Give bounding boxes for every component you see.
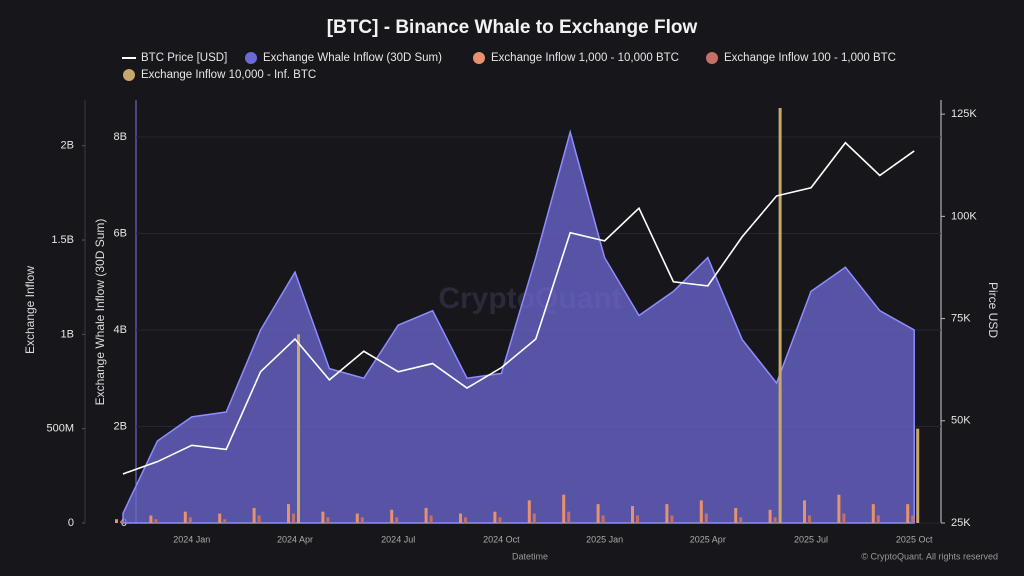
bar	[326, 517, 330, 523]
bar	[321, 511, 325, 523]
legend-label: Exchange Whale Inflow (30D Sum)	[263, 52, 442, 64]
y2-tick-label: 75K	[951, 312, 971, 324]
chart-title: [BTC] - Binance Whale to Exchange Flow	[327, 17, 698, 38]
bar	[699, 500, 703, 523]
bar	[803, 500, 806, 523]
bar	[739, 517, 743, 523]
price-line	[122, 141, 915, 475]
x-axis-title: Datetime	[512, 551, 548, 561]
x-tick-label: 2025 Jan	[586, 534, 623, 544]
y2-tick-label: 50K	[951, 415, 971, 427]
x-tick-label: 2024 Apr	[277, 534, 313, 544]
bar	[631, 506, 634, 523]
y-tick-label: 1B	[61, 328, 74, 340]
y-inner-axis-title: Exchange Whale Inflow (30D Sum)	[93, 219, 107, 406]
x-tick-label: 2025 Apr	[690, 534, 726, 544]
bar	[498, 517, 502, 523]
bar	[916, 428, 920, 523]
bar	[670, 515, 674, 523]
bar	[808, 515, 811, 523]
bar	[429, 515, 433, 523]
bar	[292, 513, 295, 523]
x-tick-label: 2024 Oct	[483, 534, 520, 544]
bar	[120, 521, 123, 523]
legend-label: Exchange Inflow 10,000 - Inf. BTC	[141, 69, 316, 81]
bar	[906, 504, 910, 523]
y2-tick-label: 25K	[951, 517, 971, 529]
bar	[218, 513, 222, 523]
bar	[596, 504, 600, 523]
bar	[395, 517, 399, 523]
legend-swatch	[123, 69, 135, 81]
credit: © CryptoQuant. All rights reserved	[861, 551, 998, 561]
legend-swatch	[473, 52, 485, 64]
bar	[223, 519, 227, 523]
area	[122, 129, 915, 524]
legend-label: BTC Price [USD]	[141, 52, 227, 64]
bar	[871, 504, 875, 523]
bar	[665, 504, 669, 523]
y2-axis-title: Pirce USD	[986, 282, 1000, 338]
bar	[355, 513, 359, 523]
bar	[601, 515, 605, 523]
y-tick-label: 500M	[46, 423, 74, 435]
bar	[297, 334, 300, 523]
x-tick-label: 2025 Oct	[896, 534, 933, 544]
bar	[636, 515, 639, 523]
y-tick-label: 0	[68, 517, 74, 529]
y-inner-tick-label: 6B	[114, 227, 127, 239]
y-tick-label: 1.5B	[51, 234, 74, 246]
bar	[734, 507, 738, 523]
legend-swatch	[706, 52, 718, 64]
bar	[360, 517, 364, 523]
bar	[424, 507, 428, 523]
bar	[149, 515, 153, 523]
bar	[562, 494, 566, 523]
bar	[464, 517, 467, 523]
bar	[115, 519, 118, 523]
bar	[532, 513, 536, 523]
bar	[768, 509, 772, 523]
bar	[390, 509, 394, 523]
bar	[257, 515, 261, 523]
x-tick-label: 2024 Jan	[173, 534, 210, 544]
y-inner-tick-label: 2B	[114, 420, 127, 432]
legend-swatch	[245, 52, 257, 64]
y-inner-tick-label: 4B	[114, 324, 127, 336]
y-inner-tick-label: 8B	[114, 131, 127, 143]
bar	[911, 515, 915, 523]
bar	[183, 511, 187, 523]
y-tick-label: 2B	[61, 140, 74, 152]
bar	[188, 517, 192, 523]
bar	[773, 517, 777, 523]
bar	[842, 513, 846, 523]
y-axis-title: Exchange Inflow	[23, 266, 37, 354]
bar	[876, 515, 880, 523]
y2-tick-label: 100K	[951, 210, 977, 222]
bar	[527, 500, 531, 523]
bar	[459, 513, 462, 523]
legend-label: Exchange Inflow 100 - 1,000 BTC	[724, 52, 896, 64]
y2-tick-label: 125K	[951, 108, 977, 120]
bar	[252, 507, 256, 523]
bar	[287, 504, 290, 523]
x-tick-label: 2025 Jul	[794, 534, 828, 544]
bar	[704, 513, 708, 523]
bar	[567, 511, 571, 523]
legend-label: Exchange Inflow 1,000 - 10,000 BTC	[491, 52, 679, 64]
bar	[778, 108, 782, 523]
bar	[837, 494, 841, 523]
bar	[493, 511, 497, 523]
bar	[154, 519, 158, 523]
x-tick-label: 2024 Jul	[381, 534, 415, 544]
